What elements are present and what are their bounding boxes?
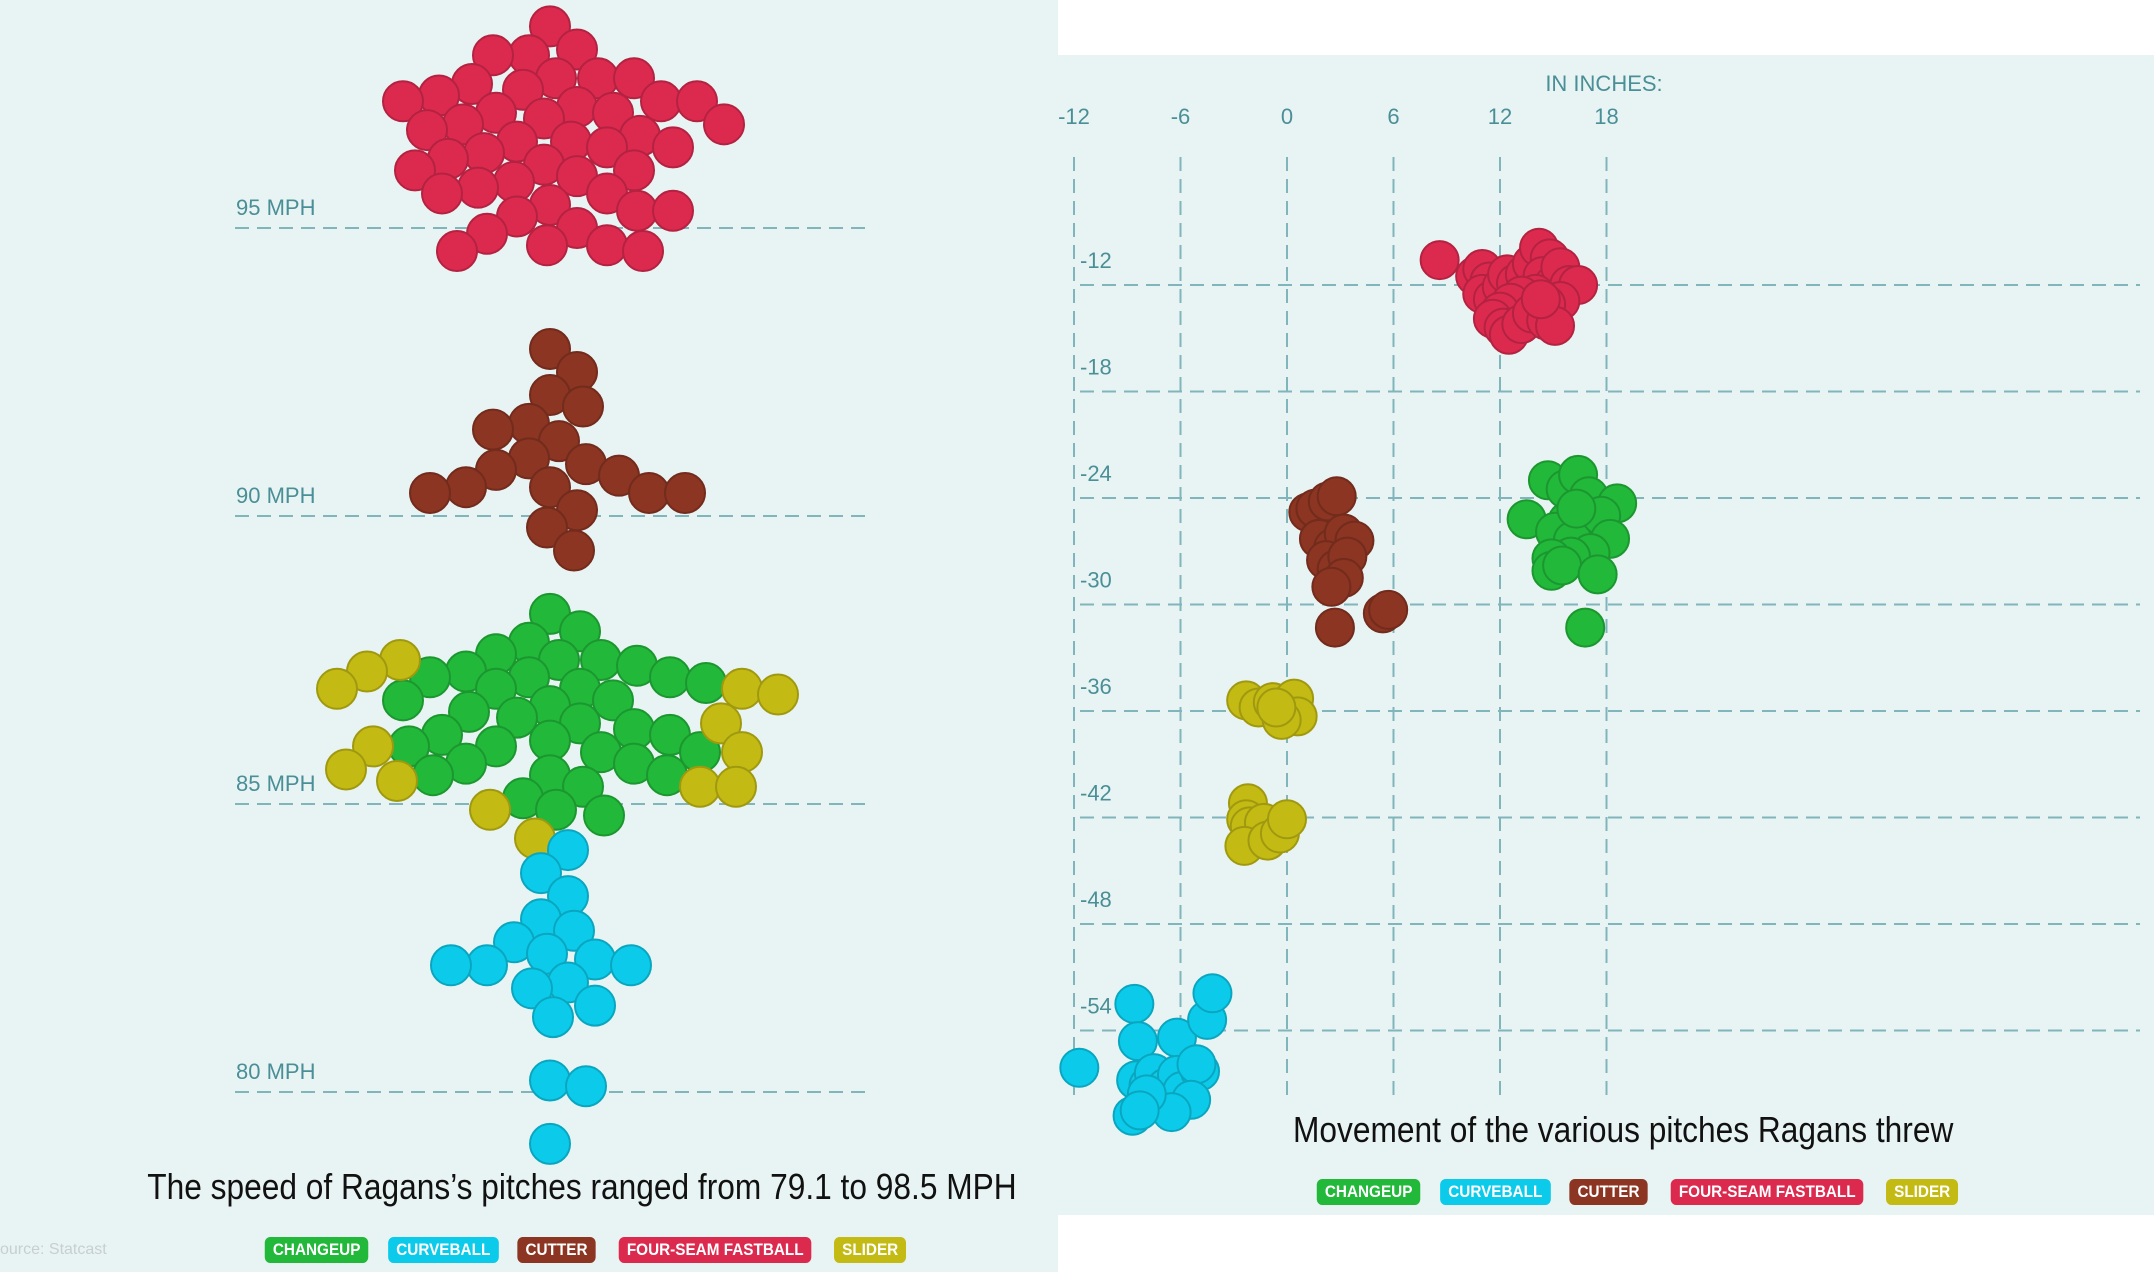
pitch-point-cutter bbox=[665, 473, 705, 513]
pitch-point-slider bbox=[716, 767, 756, 807]
pitch-point-four-seam-fastball bbox=[641, 81, 681, 121]
movement-point-curveball bbox=[1121, 1091, 1159, 1129]
speed-chart-panel: 80 MPH 85 MPH 90 MPH 95 MPH The speed of Ra… bbox=[0, 0, 1058, 1272]
movement-point-cutter bbox=[1312, 568, 1350, 606]
pitch-point-curveball bbox=[566, 1066, 606, 1106]
movement-point-changeup bbox=[1557, 490, 1595, 528]
legend-item-cutter: CUTTER bbox=[517, 1237, 595, 1263]
y-tick-label: -48 bbox=[1080, 887, 1112, 912]
x-tick-label: -12 bbox=[1058, 104, 1090, 129]
y-tick-label: -18 bbox=[1080, 355, 1112, 380]
y-tick-label: 95 MPH bbox=[236, 195, 315, 220]
pitch-point-four-seam-fastball bbox=[653, 127, 693, 167]
pitch-point-four-seam-fastball bbox=[587, 225, 627, 265]
pitch-point-curveball bbox=[530, 1060, 570, 1100]
pitch-point-changeup bbox=[413, 755, 453, 795]
legend-item-four-seam-fastball: FOUR-SEAM FASTBALL bbox=[1671, 1179, 1864, 1205]
movement-chart-title: Movement of the various pitches Ragans t… bbox=[1293, 1109, 1953, 1151]
pitch-point-slider bbox=[722, 732, 762, 772]
movement-point-four-seam-fastball bbox=[1421, 241, 1459, 279]
source-note: ource: Statcast bbox=[0, 1241, 107, 1259]
pitch-point-curveball bbox=[530, 1124, 570, 1164]
movement-point-slider bbox=[1257, 688, 1295, 726]
movement-point-cutter bbox=[1369, 591, 1407, 629]
movement-point-cutter bbox=[1318, 477, 1356, 515]
pitch-point-slider bbox=[758, 675, 798, 715]
y-tick-label: 80 MPH bbox=[236, 1059, 315, 1084]
y-tick-label: 85 MPH bbox=[236, 771, 315, 796]
legend-item-curveball: CURVEBALL bbox=[388, 1237, 498, 1263]
y-tick-label: -42 bbox=[1080, 781, 1112, 806]
pitch-point-slider bbox=[722, 669, 762, 709]
y-tick-label: -12 bbox=[1080, 248, 1112, 273]
movement-point-changeup bbox=[1579, 555, 1617, 593]
movement-point-changeup bbox=[1543, 546, 1581, 584]
pitch-point-cutter bbox=[473, 410, 513, 450]
legend-item-changeup: CHANGEUP bbox=[265, 1237, 369, 1263]
movement-chart-panel: IN INCHES:-18-12-6061218-12-18-24-30-36-… bbox=[1058, 55, 2154, 1215]
pitch-point-four-seam-fastball bbox=[464, 133, 504, 173]
pitch-point-cutter bbox=[629, 473, 669, 513]
legend-item-cutter: CUTTER bbox=[1569, 1179, 1647, 1205]
movement-point-curveball bbox=[1060, 1049, 1098, 1087]
pitch-point-slider bbox=[470, 790, 510, 830]
y-tick-label: -30 bbox=[1080, 568, 1112, 593]
x-tick-label: 0 bbox=[1281, 104, 1293, 129]
pitch-point-four-seam-fastball bbox=[617, 191, 657, 231]
pitch-point-four-seam-fastball bbox=[527, 225, 567, 265]
legend-item-slider: SLIDER bbox=[834, 1237, 906, 1263]
speed-chart-title: The speed of Ragans’s pitches ranged fro… bbox=[147, 1166, 1016, 1208]
pitch-point-curveball bbox=[467, 945, 507, 985]
legend-item-four-seam-fastball: FOUR-SEAM FASTBALL bbox=[619, 1237, 812, 1263]
movement-point-curveball bbox=[1193, 974, 1231, 1012]
legend-item-slider: SLIDER bbox=[1886, 1179, 1958, 1205]
movement-point-curveball bbox=[1177, 1045, 1215, 1083]
movement-point-curveball bbox=[1115, 985, 1153, 1023]
x-tick-label: -6 bbox=[1171, 104, 1191, 129]
pitch-point-cutter bbox=[410, 473, 450, 513]
speed-legend: CHANGEUP CURVEBALL CUTTER FOUR-SEAM FASTBAL… bbox=[259, 1237, 911, 1263]
y-tick-label: -24 bbox=[1080, 461, 1112, 486]
pitch-point-slider bbox=[317, 669, 357, 709]
pitch-point-slider bbox=[326, 749, 366, 789]
pitch-point-four-seam-fastball bbox=[704, 104, 744, 144]
pitch-point-slider bbox=[680, 767, 720, 807]
y-tick-label: -54 bbox=[1080, 994, 1112, 1019]
pitch-point-curveball bbox=[611, 945, 651, 985]
pitch-point-curveball bbox=[575, 986, 615, 1026]
movement-point-slider bbox=[1268, 800, 1306, 838]
pitch-point-four-seam-fastball bbox=[458, 168, 498, 208]
movement-legend: CHANGEUP CURVEBALL CUTTER FOUR-SEAM FASTBAL… bbox=[1311, 1179, 1963, 1205]
legend-item-changeup: CHANGEUP bbox=[1317, 1179, 1421, 1205]
pitch-point-curveball bbox=[533, 997, 573, 1037]
pitch-point-changeup bbox=[584, 796, 624, 836]
pitch-point-four-seam-fastball bbox=[437, 231, 477, 271]
pitch-point-slider bbox=[377, 761, 417, 801]
pitch-point-cutter bbox=[563, 387, 603, 427]
x-tick-label: 18 bbox=[1594, 104, 1618, 129]
movement-point-changeup bbox=[1566, 609, 1604, 647]
pitch-point-curveball bbox=[431, 945, 471, 985]
pitch-point-changeup bbox=[686, 663, 726, 703]
pitch-point-changeup bbox=[383, 680, 423, 720]
movement-chart: IN INCHES:-18-12-6061218-12-18-24-30-36-… bbox=[1058, 55, 2154, 1215]
speed-chart: 80 MPH 85 MPH 90 MPH 95 MPH bbox=[0, 0, 1058, 1272]
pitch-point-four-seam-fastball bbox=[623, 231, 663, 271]
movement-point-four-seam-fastball bbox=[1522, 280, 1560, 318]
pitch-point-four-seam-fastball bbox=[653, 191, 693, 231]
x-tick-label: 12 bbox=[1488, 104, 1512, 129]
legend-item-curveball: CURVEBALL bbox=[1440, 1179, 1550, 1205]
movement-point-cutter bbox=[1316, 609, 1354, 647]
y-tick-label: 90 MPH bbox=[236, 483, 315, 508]
x-axis-label: IN INCHES: bbox=[1545, 71, 1662, 96]
pitch-point-cutter bbox=[554, 531, 594, 571]
pitch-point-cutter bbox=[446, 467, 486, 507]
pitch-point-four-seam-fastball bbox=[422, 173, 462, 213]
pitch-point-changeup bbox=[650, 657, 690, 697]
x-tick-label: 6 bbox=[1387, 104, 1399, 129]
y-tick-label: -36 bbox=[1080, 674, 1112, 699]
